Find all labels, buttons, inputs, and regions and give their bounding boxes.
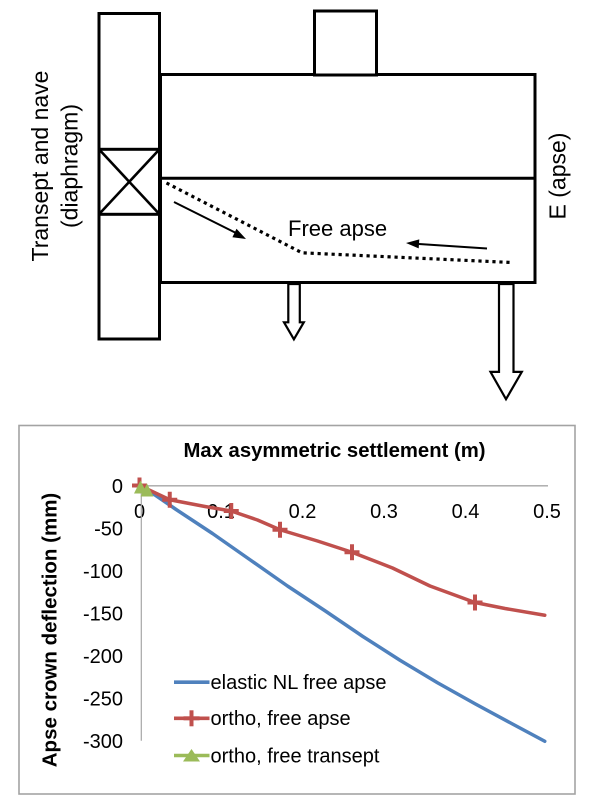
svg-text:ortho, free transept: ortho, free transept	[211, 745, 380, 767]
svg-text:0: 0	[112, 476, 123, 498]
svg-text:-300: -300	[83, 731, 123, 753]
svg-text:0.3: 0.3	[370, 501, 398, 523]
svg-text:0.5: 0.5	[533, 501, 561, 523]
svg-text:-150: -150	[83, 603, 123, 625]
svg-text:-200: -200	[83, 646, 123, 668]
svg-text:0.2: 0.2	[289, 501, 317, 523]
svg-text:0: 0	[134, 501, 145, 523]
svg-text:-50: -50	[94, 518, 123, 540]
svg-text:-250: -250	[83, 688, 123, 710]
svg-text:Free apse: Free apse	[288, 216, 387, 241]
svg-text:-100: -100	[83, 561, 123, 583]
svg-text:0.4: 0.4	[452, 501, 480, 523]
svg-text:Transept and nave: Transept and nave	[27, 71, 53, 262]
svg-text:(diaphragm): (diaphragm)	[57, 104, 83, 228]
svg-text:Apse crown deflection (mm): Apse crown deflection (mm)	[39, 493, 62, 768]
svg-text:ortho, free apse: ortho, free apse	[211, 708, 351, 730]
svg-text:elastic NL free apse: elastic NL free apse	[211, 672, 387, 694]
svg-text:Max asymmetric settlement (m): Max asymmetric settlement (m)	[183, 440, 485, 462]
svg-text:E (apse): E (apse)	[545, 133, 571, 220]
